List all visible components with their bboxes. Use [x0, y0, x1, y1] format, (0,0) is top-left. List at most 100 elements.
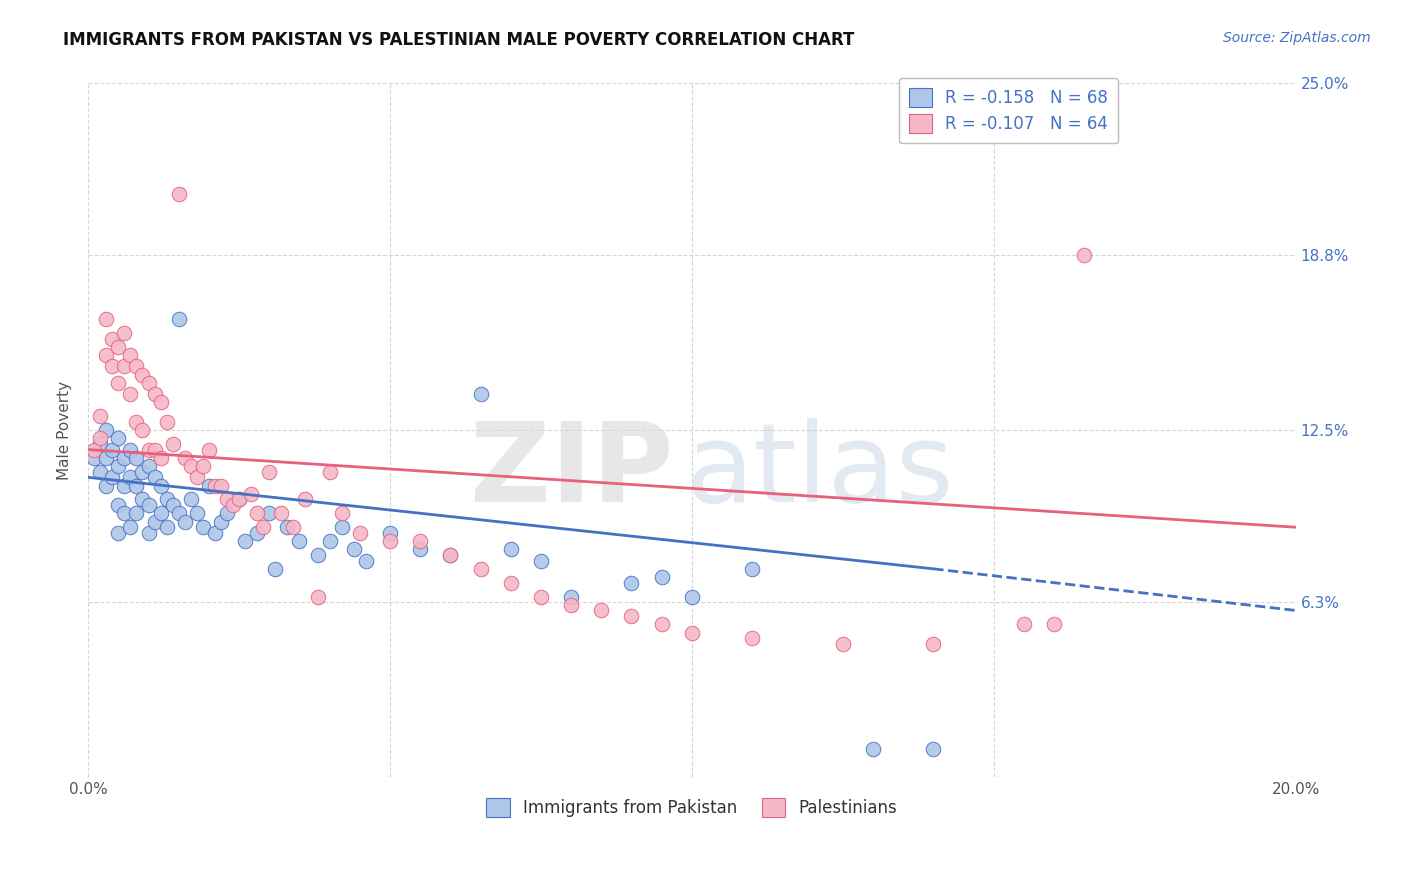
Point	[125, 415, 148, 429]
Point	[112, 326, 135, 340]
Point	[741, 562, 763, 576]
Point	[107, 340, 129, 354]
Point	[107, 498, 129, 512]
Point	[180, 492, 202, 507]
Point	[156, 520, 179, 534]
Point	[252, 520, 274, 534]
Point	[198, 478, 221, 492]
Point	[131, 423, 153, 437]
Point	[215, 492, 238, 507]
Point	[101, 359, 124, 374]
Point	[143, 470, 166, 484]
Point	[198, 442, 221, 457]
Point	[862, 742, 884, 756]
Point	[143, 515, 166, 529]
Point	[101, 470, 124, 484]
Point	[307, 548, 329, 562]
Point	[107, 376, 129, 390]
Point	[89, 432, 111, 446]
Point	[138, 459, 160, 474]
Point	[156, 492, 179, 507]
Point	[1073, 248, 1095, 262]
Text: Source: ZipAtlas.com: Source: ZipAtlas.com	[1223, 31, 1371, 45]
Point	[560, 598, 582, 612]
Text: atlas: atlas	[686, 418, 955, 525]
Point	[591, 603, 613, 617]
Point	[180, 459, 202, 474]
Point	[330, 507, 353, 521]
Point	[96, 450, 118, 465]
Point	[167, 312, 190, 326]
Point	[191, 520, 214, 534]
Point	[330, 520, 353, 534]
Point	[89, 409, 111, 424]
Point	[470, 387, 492, 401]
Point	[741, 631, 763, 645]
Point	[1012, 617, 1035, 632]
Point	[83, 442, 105, 457]
Point	[259, 507, 281, 521]
Point	[288, 534, 311, 549]
Point	[651, 617, 673, 632]
Point	[89, 437, 111, 451]
Point	[470, 562, 492, 576]
Point	[378, 534, 401, 549]
Point	[149, 478, 172, 492]
Point	[162, 437, 184, 451]
Point	[246, 525, 269, 540]
Point	[112, 359, 135, 374]
Point	[530, 553, 553, 567]
Point	[439, 548, 461, 562]
Point	[186, 507, 208, 521]
Point	[215, 507, 238, 521]
Point	[922, 637, 945, 651]
Point	[354, 553, 377, 567]
Point	[259, 465, 281, 479]
Point	[149, 507, 172, 521]
Point	[149, 395, 172, 409]
Point	[107, 459, 129, 474]
Point	[499, 575, 522, 590]
Point	[120, 470, 142, 484]
Point	[1043, 617, 1066, 632]
Point	[167, 507, 190, 521]
Point	[131, 492, 153, 507]
Point	[96, 312, 118, 326]
Point	[228, 492, 250, 507]
Point	[318, 534, 340, 549]
Point	[138, 525, 160, 540]
Point	[112, 507, 135, 521]
Point	[276, 520, 298, 534]
Point	[173, 515, 195, 529]
Point	[222, 498, 245, 512]
Point	[125, 478, 148, 492]
Point	[283, 520, 305, 534]
Point	[101, 442, 124, 457]
Point	[107, 525, 129, 540]
Point	[143, 387, 166, 401]
Point	[349, 525, 371, 540]
Point	[246, 507, 269, 521]
Point	[96, 423, 118, 437]
Point	[131, 368, 153, 382]
Point	[264, 562, 287, 576]
Point	[204, 478, 226, 492]
Point	[620, 609, 643, 624]
Point	[270, 507, 292, 521]
Point	[343, 542, 366, 557]
Point	[831, 637, 853, 651]
Point	[209, 515, 232, 529]
Point	[120, 442, 142, 457]
Point	[240, 487, 263, 501]
Point	[125, 507, 148, 521]
Point	[167, 187, 190, 202]
Point	[143, 442, 166, 457]
Point	[307, 590, 329, 604]
Point	[530, 590, 553, 604]
Point	[651, 570, 673, 584]
Point	[499, 542, 522, 557]
Point	[156, 415, 179, 429]
Point	[96, 478, 118, 492]
Point	[620, 575, 643, 590]
Point	[107, 432, 129, 446]
